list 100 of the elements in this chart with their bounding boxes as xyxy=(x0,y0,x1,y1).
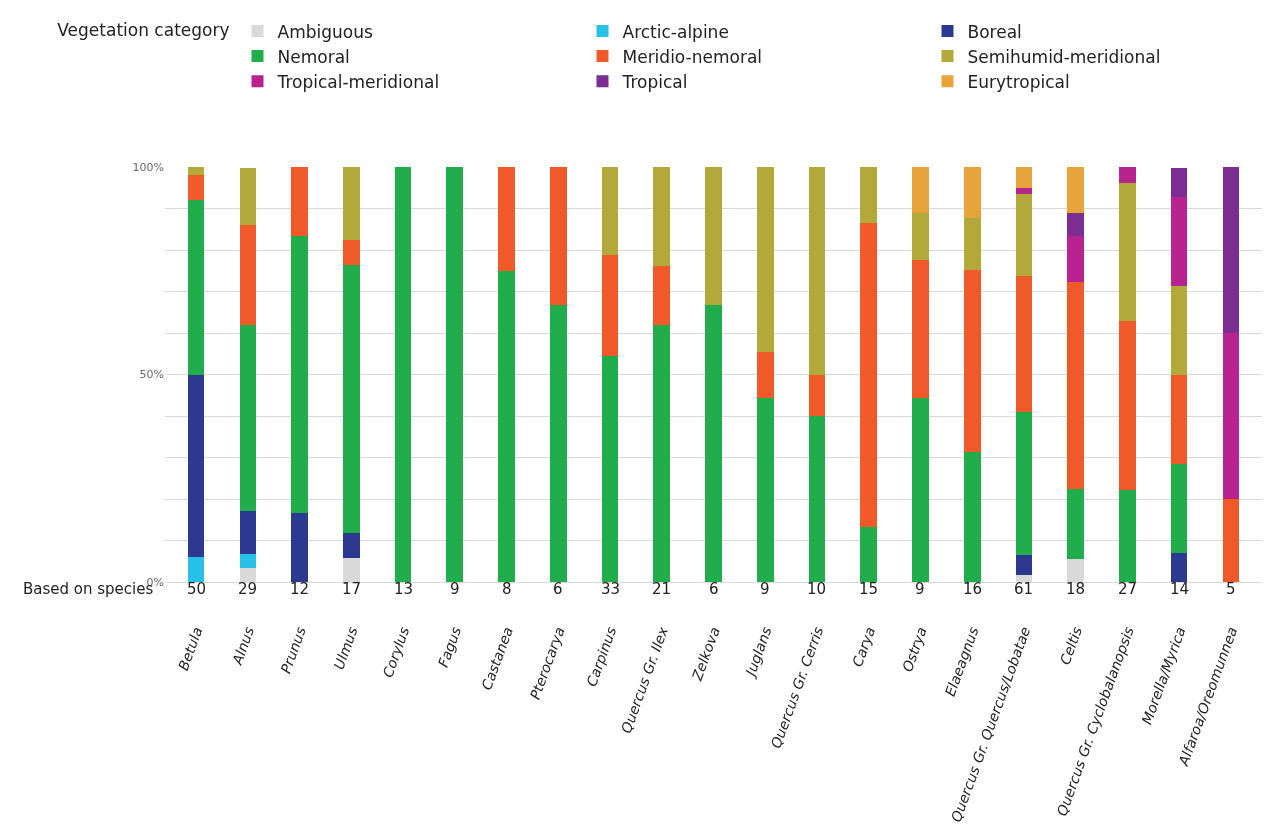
bar xyxy=(446,167,464,582)
annotation: 6 xyxy=(709,580,719,598)
bar xyxy=(808,374,826,416)
bar xyxy=(963,218,981,271)
annotation: 16 xyxy=(963,580,983,598)
legend-label: Nemoral xyxy=(277,46,350,67)
annotation: 29 xyxy=(238,580,258,598)
bar xyxy=(912,259,929,398)
bar xyxy=(860,526,878,582)
bar xyxy=(963,270,981,453)
bar xyxy=(860,167,878,223)
bar xyxy=(291,167,308,236)
bar xyxy=(1222,167,1240,333)
annotation: 61 xyxy=(1014,580,1034,598)
annotation: 18 xyxy=(1066,580,1086,598)
bar xyxy=(239,167,257,226)
annotation: 9 xyxy=(760,580,770,598)
bar xyxy=(187,374,205,558)
bar xyxy=(239,225,257,326)
annotation: 8 xyxy=(502,580,512,598)
bar xyxy=(1222,499,1240,582)
bar xyxy=(1119,320,1136,490)
annotation: 17 xyxy=(342,580,362,598)
bar xyxy=(1119,182,1136,321)
bar xyxy=(1015,412,1033,556)
bar xyxy=(187,167,205,176)
annotation: 15 xyxy=(859,580,879,598)
bar xyxy=(239,325,257,512)
bar xyxy=(498,167,515,271)
bar xyxy=(705,167,722,306)
x-tick-label: Ulmus xyxy=(330,624,361,672)
bar xyxy=(1067,212,1084,236)
bar xyxy=(187,557,205,582)
bar xyxy=(601,355,619,582)
bar xyxy=(1067,281,1084,490)
annotation: 6 xyxy=(553,580,563,598)
bar xyxy=(912,213,929,260)
bar xyxy=(653,167,671,266)
bar xyxy=(756,397,774,582)
legend-label: Semihumid-meridional xyxy=(967,46,1161,67)
bar xyxy=(1170,552,1188,582)
annotation: 50 xyxy=(187,580,207,598)
bar xyxy=(912,167,929,214)
bar xyxy=(239,553,257,568)
bar xyxy=(860,222,878,527)
bar xyxy=(1119,489,1136,582)
bar xyxy=(756,167,774,352)
bar xyxy=(1170,463,1188,553)
annotation: 5 xyxy=(1226,580,1236,598)
legend-label: Boreal xyxy=(967,21,1022,42)
bar xyxy=(1067,489,1084,559)
x-tick-label: Alnus xyxy=(228,624,258,668)
bar xyxy=(653,265,671,326)
bar xyxy=(343,264,360,534)
annotation: 21 xyxy=(652,580,672,598)
bar xyxy=(1015,555,1033,576)
bar xyxy=(187,200,205,375)
bar xyxy=(1170,167,1188,198)
bar xyxy=(705,305,722,582)
bar xyxy=(808,416,826,582)
annotation: 9 xyxy=(915,580,925,598)
y-tick-label: 50% xyxy=(139,368,164,382)
x-tick-label: Celtis xyxy=(1056,624,1086,667)
bar xyxy=(1119,167,1136,183)
bar xyxy=(653,325,671,582)
bar xyxy=(601,255,619,356)
legend-label: Ambiguous xyxy=(277,21,373,42)
annotation: 14 xyxy=(1170,580,1190,598)
bar xyxy=(1170,286,1188,375)
legend-label: Tropical xyxy=(621,71,688,92)
bar xyxy=(498,270,515,582)
bar xyxy=(963,167,981,219)
legend-label: Eurytropical xyxy=(967,71,1070,92)
bar xyxy=(601,167,619,256)
bar xyxy=(963,452,981,582)
bar xyxy=(343,533,360,558)
bar xyxy=(291,512,308,582)
x-tick-label: Carya xyxy=(849,624,879,669)
annotation: 12 xyxy=(290,580,310,598)
bar xyxy=(756,351,774,398)
y-tick-label: 100% xyxy=(132,160,164,174)
bar xyxy=(808,167,826,375)
bar xyxy=(549,167,567,306)
bar xyxy=(549,305,567,582)
x-tick-label: Fagus xyxy=(434,624,465,670)
legend-label: Meridio-nemoral xyxy=(622,46,763,67)
annotation: 27 xyxy=(1118,580,1138,598)
bar xyxy=(394,167,412,582)
legend-title: Vegetation category xyxy=(57,19,230,40)
annotation: 33 xyxy=(601,580,621,598)
bar xyxy=(1067,167,1084,213)
bar xyxy=(1067,235,1084,282)
bar xyxy=(1015,276,1033,413)
x-tick-label: Ostrya xyxy=(898,624,930,674)
bar xyxy=(343,167,360,241)
legend-label: Tropical-meridional xyxy=(276,71,440,92)
annotation: 9 xyxy=(450,580,460,598)
annotation: 13 xyxy=(394,580,414,598)
bar xyxy=(239,511,257,554)
bar xyxy=(1222,333,1240,499)
